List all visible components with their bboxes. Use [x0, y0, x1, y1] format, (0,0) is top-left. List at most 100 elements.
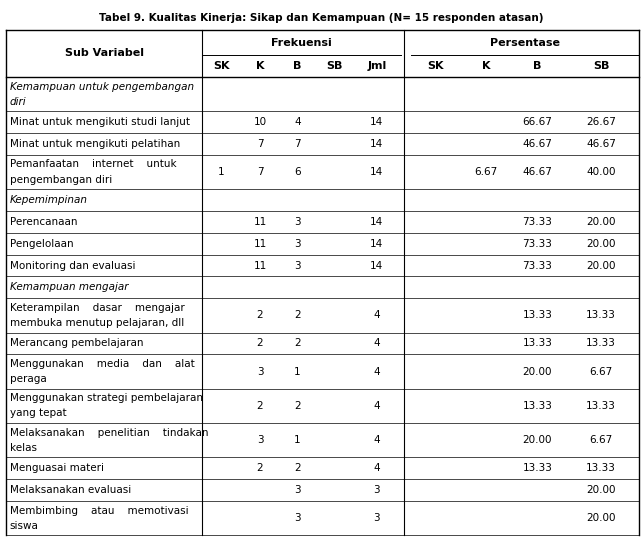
Text: SB: SB — [593, 61, 609, 71]
Text: Persentase: Persentase — [490, 38, 560, 47]
Text: Jml: Jml — [367, 61, 386, 71]
Text: siswa: siswa — [10, 521, 39, 530]
Text: pengembangan diri: pengembangan diri — [10, 175, 112, 185]
Text: 6.67: 6.67 — [474, 167, 498, 177]
Text: K: K — [482, 61, 490, 71]
Text: 4: 4 — [374, 366, 380, 377]
Text: 40.00: 40.00 — [587, 167, 616, 177]
Text: 4: 4 — [374, 338, 380, 349]
Text: Minat untuk mengikuti studi lanjut: Minat untuk mengikuti studi lanjut — [10, 117, 189, 127]
Text: 14: 14 — [370, 239, 383, 249]
Text: Monitoring dan evaluasi: Monitoring dan evaluasi — [10, 260, 135, 271]
Text: 6: 6 — [294, 167, 301, 177]
Text: 14: 14 — [370, 139, 383, 149]
Text: diri: diri — [10, 97, 26, 107]
Text: Kemampuan untuk pengembangan: Kemampuan untuk pengembangan — [10, 82, 194, 91]
Text: 46.67: 46.67 — [586, 139, 616, 149]
Text: membuka menutup pelajaran, dll: membuka menutup pelajaran, dll — [10, 318, 184, 328]
Text: 73.33: 73.33 — [523, 217, 552, 227]
Text: 4: 4 — [374, 435, 380, 445]
Text: Sub Variabel: Sub Variabel — [65, 48, 144, 58]
Text: Melaksanakan    penelitian    tindakan: Melaksanakan penelitian tindakan — [10, 428, 208, 437]
Text: 2: 2 — [294, 338, 301, 349]
Text: 3: 3 — [294, 239, 301, 249]
Text: 7: 7 — [257, 139, 263, 149]
Text: peraga: peraga — [10, 374, 46, 384]
Text: B: B — [533, 61, 542, 71]
Text: 20.00: 20.00 — [587, 260, 616, 271]
Text: SK: SK — [428, 61, 444, 71]
Text: 3: 3 — [294, 513, 301, 523]
Text: Kepemimpinan: Kepemimpinan — [10, 195, 87, 205]
Text: 6.67: 6.67 — [589, 366, 613, 377]
Text: 3: 3 — [257, 366, 263, 377]
Text: K: K — [256, 61, 265, 71]
Text: 2: 2 — [257, 463, 263, 473]
Text: 66.67: 66.67 — [523, 117, 552, 127]
Text: 6.67: 6.67 — [589, 435, 613, 445]
Text: Pemanfaatan    internet    untuk: Pemanfaatan internet untuk — [10, 159, 177, 169]
Text: 4: 4 — [374, 401, 380, 411]
Text: Perencanaan: Perencanaan — [10, 217, 77, 227]
Text: SB: SB — [326, 61, 342, 71]
Text: 20.00: 20.00 — [523, 366, 552, 377]
Text: 46.67: 46.67 — [523, 139, 552, 149]
Text: yang tepat: yang tepat — [10, 408, 66, 419]
Text: 73.33: 73.33 — [523, 260, 552, 271]
Text: 20.00: 20.00 — [587, 513, 616, 523]
Text: 2: 2 — [257, 310, 263, 320]
Text: 14: 14 — [370, 117, 383, 127]
Text: 3: 3 — [294, 217, 301, 227]
Text: kelas: kelas — [10, 443, 37, 453]
Text: 7: 7 — [257, 167, 263, 177]
Text: 2: 2 — [294, 310, 301, 320]
Text: 13.33: 13.33 — [523, 338, 552, 349]
Text: 20.00: 20.00 — [587, 239, 616, 249]
Text: 4: 4 — [374, 310, 380, 320]
Text: Kemampuan mengajar: Kemampuan mengajar — [10, 282, 128, 292]
Text: 1: 1 — [294, 435, 301, 445]
Text: 4: 4 — [294, 117, 301, 127]
Text: 1: 1 — [294, 366, 301, 377]
Text: 2: 2 — [294, 401, 301, 411]
Text: Frekuensi: Frekuensi — [272, 38, 332, 47]
Text: 3: 3 — [257, 435, 263, 445]
Text: Pengelolaan: Pengelolaan — [10, 239, 73, 249]
Text: Merancang pembelajaran: Merancang pembelajaran — [10, 338, 143, 349]
Text: Menguasai materi: Menguasai materi — [10, 463, 103, 473]
Text: 2: 2 — [257, 401, 263, 411]
Text: 14: 14 — [370, 167, 383, 177]
Text: Menggunakan strategi pembelajaran: Menggunakan strategi pembelajaran — [10, 393, 203, 404]
Text: 14: 14 — [370, 260, 383, 271]
Text: 46.67: 46.67 — [523, 167, 552, 177]
Text: 1: 1 — [218, 167, 225, 177]
Text: Menggunakan    media    dan    alat: Menggunakan media dan alat — [10, 359, 195, 369]
Text: SK: SK — [213, 61, 230, 71]
Text: 3: 3 — [294, 260, 301, 271]
Text: Minat untuk mengikuti pelatihan: Minat untuk mengikuti pelatihan — [10, 139, 180, 149]
Text: 20.00: 20.00 — [587, 217, 616, 227]
Text: 13.33: 13.33 — [586, 463, 616, 473]
Text: 3: 3 — [374, 485, 380, 495]
Text: 20.00: 20.00 — [523, 435, 552, 445]
Text: Membimbing    atau    memotivasi: Membimbing atau memotivasi — [10, 506, 188, 515]
Text: 2: 2 — [294, 463, 301, 473]
Text: 3: 3 — [374, 513, 380, 523]
Text: 11: 11 — [254, 239, 266, 249]
Text: 11: 11 — [254, 260, 266, 271]
Text: 7: 7 — [294, 139, 301, 149]
Text: 13.33: 13.33 — [586, 338, 616, 349]
Text: 4: 4 — [374, 463, 380, 473]
Text: 14: 14 — [370, 217, 383, 227]
Text: Melaksanakan evaluasi: Melaksanakan evaluasi — [10, 485, 131, 495]
Text: 2: 2 — [257, 338, 263, 349]
Text: 11: 11 — [254, 217, 266, 227]
Text: 10: 10 — [254, 117, 266, 127]
Text: 13.33: 13.33 — [586, 401, 616, 411]
Text: 73.33: 73.33 — [523, 239, 552, 249]
Text: Keterampilan    dasar    mengajar: Keterampilan dasar mengajar — [10, 303, 184, 313]
Text: 20.00: 20.00 — [587, 485, 616, 495]
Text: 13.33: 13.33 — [586, 310, 616, 320]
Text: 3: 3 — [294, 485, 301, 495]
Text: 13.33: 13.33 — [523, 463, 552, 473]
